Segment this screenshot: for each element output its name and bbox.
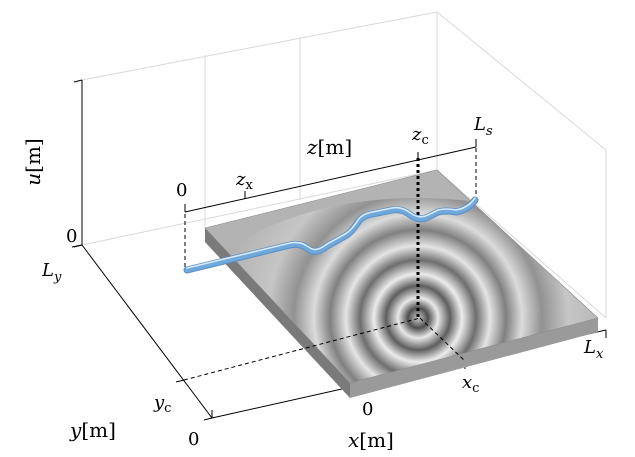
y-axis-label: y[m] (69, 418, 116, 442)
L-x-label: Lx (583, 337, 604, 362)
y-c-label: yc (153, 392, 171, 416)
z-x-label: zx (235, 169, 253, 193)
box-back-panes (81, 11, 607, 319)
cable (183, 196, 479, 274)
x-c-label: xc (462, 372, 479, 396)
z-c-label: zc (411, 124, 429, 148)
u-axis (73, 79, 83, 248)
z-zero-label: 0 (176, 180, 187, 201)
z-axis (184, 139, 477, 213)
z-axis-label: z[m] (306, 135, 352, 159)
plate-left-side (205, 228, 350, 398)
x-zero-label: 0 (362, 399, 373, 420)
y-zero-label: 0 (188, 429, 199, 450)
plate-top (205, 170, 598, 383)
u-zero-label: 0 (66, 226, 77, 247)
x-axis-label: x[m] (348, 428, 394, 452)
plate-front-side (350, 318, 598, 398)
y-axis (71, 244, 213, 421)
L-s-label: Ls (473, 114, 493, 139)
L-y-label: Ly (41, 260, 62, 285)
u-axis-label: u[m] (21, 138, 45, 185)
dashed-guides (183, 148, 477, 381)
